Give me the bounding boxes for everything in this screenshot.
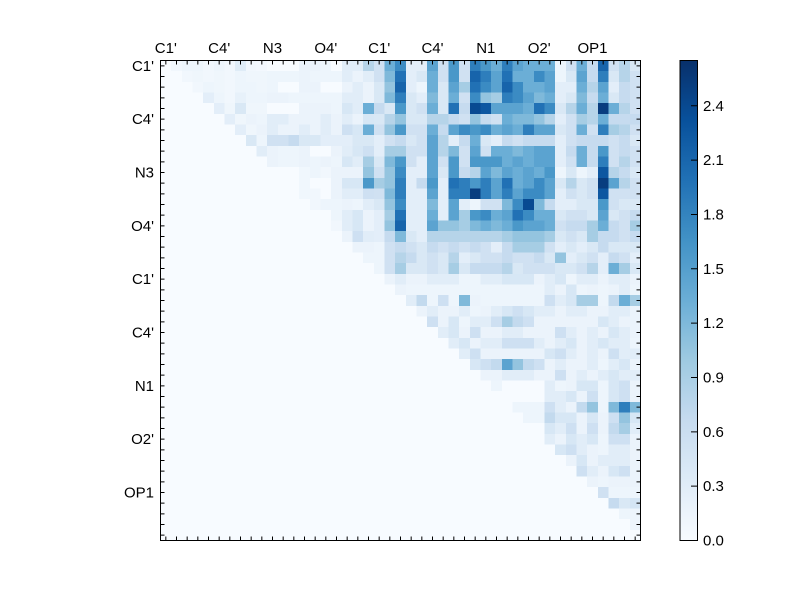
svg-text:0.3: 0.3 [703, 478, 724, 495]
svg-text:0.0: 0.0 [703, 533, 724, 550]
svg-text:0.9: 0.9 [703, 370, 724, 387]
svg-text:0.6: 0.6 [703, 424, 724, 441]
svg-text:C1': C1' [368, 40, 390, 57]
svg-text:O4': O4' [314, 40, 337, 57]
svg-text:N3: N3 [135, 165, 154, 182]
svg-text:N1: N1 [135, 378, 154, 395]
svg-text:O4': O4' [131, 218, 154, 235]
svg-text:N1: N1 [476, 40, 495, 57]
svg-text:C4': C4' [421, 40, 443, 57]
svg-text:C4': C4' [132, 325, 154, 342]
svg-text:O2': O2' [528, 40, 551, 57]
svg-text:C1': C1' [132, 58, 154, 75]
svg-text:N3: N3 [263, 40, 282, 57]
svg-text:O2': O2' [131, 431, 154, 448]
svg-text:C1': C1' [155, 40, 177, 57]
svg-text:C4': C4' [208, 40, 230, 57]
svg-text:C4': C4' [132, 111, 154, 128]
svg-text:2.1: 2.1 [703, 152, 724, 169]
svg-text:1.8: 1.8 [703, 207, 724, 224]
svg-text:1.5: 1.5 [703, 261, 724, 278]
svg-text:OP1: OP1 [577, 40, 607, 57]
svg-text:C1': C1' [132, 271, 154, 288]
svg-text:2.4: 2.4 [703, 98, 724, 115]
svg-text:1.2: 1.2 [703, 315, 724, 332]
svg-text:OP1: OP1 [124, 485, 154, 502]
